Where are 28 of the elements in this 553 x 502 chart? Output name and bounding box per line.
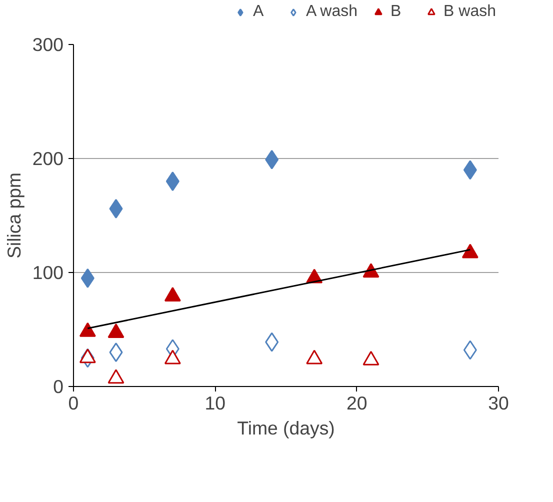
x-tick-label: 10 [204,392,226,414]
point [79,348,96,364]
legend-label: A wash [306,3,358,21]
point [109,198,123,218]
point [80,268,94,288]
y-tick-label: 200 [32,148,64,169]
x-axis-title: Time (days) [237,418,335,438]
point [108,324,124,338]
x-tick-label: 0 [68,392,79,414]
legend-label: B [390,3,402,21]
x-tick-label: 20 [346,392,368,414]
point [166,172,180,192]
point [265,150,279,170]
legend-label: B wash [444,3,496,21]
point [164,350,181,364]
legend-label: A [252,3,265,21]
point [362,350,380,366]
point [462,244,478,258]
x-tick-label: 30 [488,392,509,414]
y-tick-label: 300 [32,34,64,55]
point [463,160,477,180]
point [79,322,96,337]
point [306,350,323,364]
y-tick-label: 0 [53,376,64,397]
point [164,287,181,302]
y-axis-title: Silica ppm [3,172,24,259]
point [108,369,124,384]
y-tick-label: 100 [32,262,64,283]
